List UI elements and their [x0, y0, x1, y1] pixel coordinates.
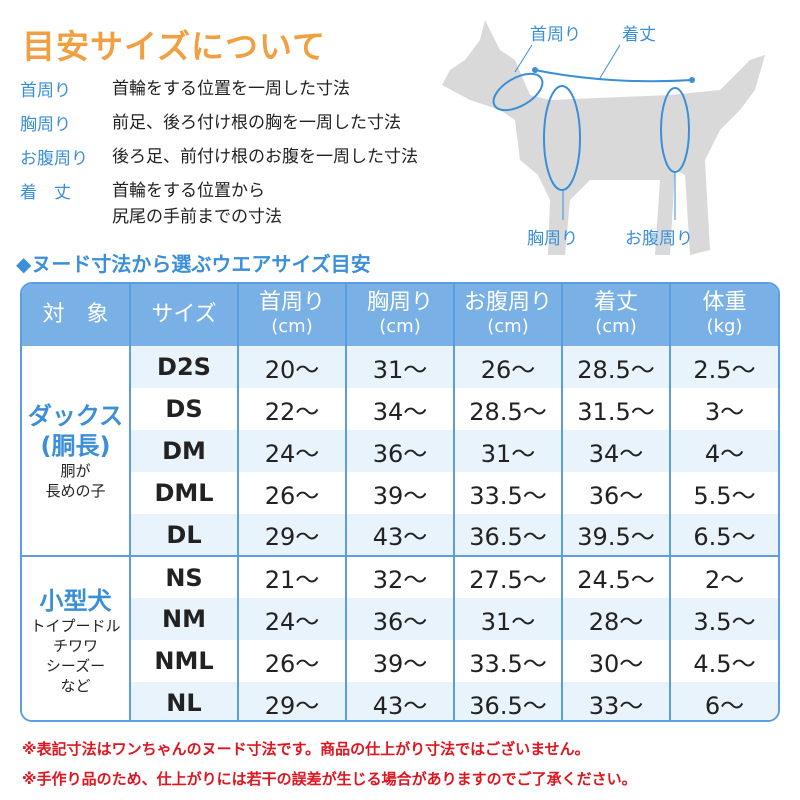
value-cell: 43～	[346, 682, 455, 720]
value-cell: 36～	[562, 472, 671, 514]
value-cell: 26～	[454, 346, 563, 388]
size-cell: DM	[130, 430, 239, 472]
value-cell: 36～	[346, 430, 455, 472]
value-cell: 36.5～	[454, 514, 563, 556]
value-cell: 39.5～	[562, 514, 671, 556]
note: ※表記寸法はワンちゃんのヌード寸法です。商品の仕上がり寸法ではございません。	[22, 740, 590, 758]
value-cell: 26～	[238, 640, 347, 682]
diagram-label-chest: 胸周り	[527, 229, 578, 249]
definition-chest: 胸周り 前足、後ろ付け根の胸を一周した寸法	[20, 113, 401, 135]
value-cell: 6～	[670, 682, 778, 720]
value-cell: 21～	[238, 555, 347, 598]
value-cell: 24～	[238, 598, 347, 640]
column-header: お腹周り (cm)	[454, 284, 563, 346]
value-cell: 32～	[346, 555, 455, 598]
value-cell: 2.5～	[670, 346, 778, 388]
definition-neck: 首周り 首輪をする位置を一周した寸法	[20, 79, 350, 101]
size-cell: DL	[130, 514, 239, 556]
size-cell: DML	[130, 472, 239, 514]
table-row: DS 22～ 34～ 28.5～ 31.5～ 3～	[22, 388, 778, 430]
value-cell: 36.5～	[454, 682, 563, 720]
value-cell: 5.5～	[693, 481, 756, 510]
dog-silhouette	[442, 20, 765, 255]
column-header: 首周り (cm)	[238, 284, 347, 346]
value-cell: 39～	[346, 640, 455, 682]
note: ※手作り品のため、仕上がりには若干の誤差が生じる場合がありますのでご了承ください…	[22, 770, 637, 788]
column-header: 胸周り (cm)	[346, 284, 455, 346]
size-table: 対 象サイズ 首周り (cm) 胸周り (cm) お腹周り (cm) 着丈 (cm) 体重 (kg)…	[20, 282, 780, 722]
value-cell: 36～	[346, 598, 455, 640]
value-cell: 31～	[454, 430, 563, 472]
section-subtitle: ◆ヌード寸法から選ぶウエアサイズ目安	[16, 252, 371, 276]
value-cell: 33.5～	[454, 640, 563, 682]
column-header: 着丈 (cm)	[562, 284, 671, 346]
value-cell: 29～	[238, 514, 347, 556]
diagram-label-length: 着丈	[622, 25, 656, 45]
value-cell: 31.5～	[562, 388, 671, 430]
group-cell: 小型犬 トイプードル チワワ シーズー など	[22, 555, 131, 720]
table-row: NM 24～ 36～ 31～ 28～ 3.5～	[22, 598, 778, 640]
value-cell: 28～	[562, 598, 671, 640]
value-cell: 20～	[238, 346, 347, 388]
value-cell: 43～	[346, 514, 455, 556]
value-cell: 31～	[454, 598, 563, 640]
value-cell: 39～	[346, 472, 455, 514]
value-cell: 2～	[670, 555, 778, 598]
value-cell: 31～	[346, 346, 455, 388]
size-cell: NML	[130, 640, 239, 682]
value-cell: 33.5～	[454, 472, 563, 514]
value-cell: 24～	[238, 430, 347, 472]
value-cell: 28.5～	[562, 346, 671, 388]
value-cell: 4～	[670, 430, 778, 472]
table-row: DL 29～ 43～ 36.5～ 39.5～ 6.5～	[22, 514, 778, 556]
table-row: DML 26～ 39～ 33.5～ 36～ 5.5～	[22, 472, 778, 514]
size-cell: DS	[130, 388, 239, 430]
value-cell: 28.5～	[454, 388, 563, 430]
value-cell: 29～	[238, 682, 347, 720]
value-cell: 34～	[562, 430, 671, 472]
value-cell: 3.5～	[670, 598, 778, 640]
column-header: サイズ	[130, 284, 239, 346]
table-row: NL 29～ 43～ 36.5～ 33～ 6～	[22, 682, 778, 720]
column-header: 対 象	[22, 284, 131, 346]
diagram-label-belly: お腹周り	[625, 229, 693, 249]
column-header: 体重 (kg)	[670, 284, 778, 346]
value-cell: 24.5～	[562, 555, 671, 598]
value-cell: 22～	[238, 388, 347, 430]
table-row: DM 24～ 36～ 31～ 34～ 4～	[22, 430, 778, 472]
value-cell: 30～	[562, 640, 671, 682]
value-cell: 26～	[238, 472, 347, 514]
notes: ※表記寸法はワンちゃんのヌード寸法です。商品の仕上がり寸法ではございません。 ※…	[22, 734, 637, 794]
size-cell: D2S	[130, 346, 239, 388]
definition-belly: お腹周り 後ろ足、前付け根のお腹を一周した寸法	[20, 147, 418, 169]
size-cell: NM	[130, 598, 239, 640]
table-row: 小型犬 トイプードル チワワ シーズー など NS 21～ 32～ 27.5～ 24.5～ 2～	[22, 555, 778, 720]
table-row: ダックス (胴長) 胴が 長めの子 D2S 20～ 31～ 26～ 28.5～ 2.5～	[22, 346, 778, 556]
length-line	[534, 69, 693, 83]
size-cell: NS	[130, 555, 239, 598]
dog-diagram	[442, 20, 765, 255]
group-cell: ダックス (胴長) 胴が 長めの子	[22, 346, 131, 556]
table-row: NML 26～ 39～ 33.5～ 30～ 4.5～	[22, 640, 778, 682]
page-title: 目安サイズについて	[22, 27, 327, 66]
size-cell: NL	[130, 682, 239, 720]
value-cell: 6.5～	[670, 514, 778, 556]
diagram-label-neck: 首周り	[530, 25, 581, 45]
value-cell: 33～	[562, 682, 671, 720]
value-cell: 3～	[704, 397, 745, 426]
definition-length: 着 丈首輪をする位置から 尻尾の手前までの寸法	[20, 181, 282, 227]
value-cell: 4.5～	[693, 649, 756, 678]
value-cell: 34～	[346, 388, 455, 430]
definitions: 首周り 首輪をする位置を一周した寸法 胸周り 前足、後ろ付け根の胸を一周した寸法 お…	[20, 76, 418, 234]
neck-ring	[492, 72, 544, 112]
value-cell: 27.5～	[454, 555, 563, 598]
chest-ring	[543, 85, 581, 191]
